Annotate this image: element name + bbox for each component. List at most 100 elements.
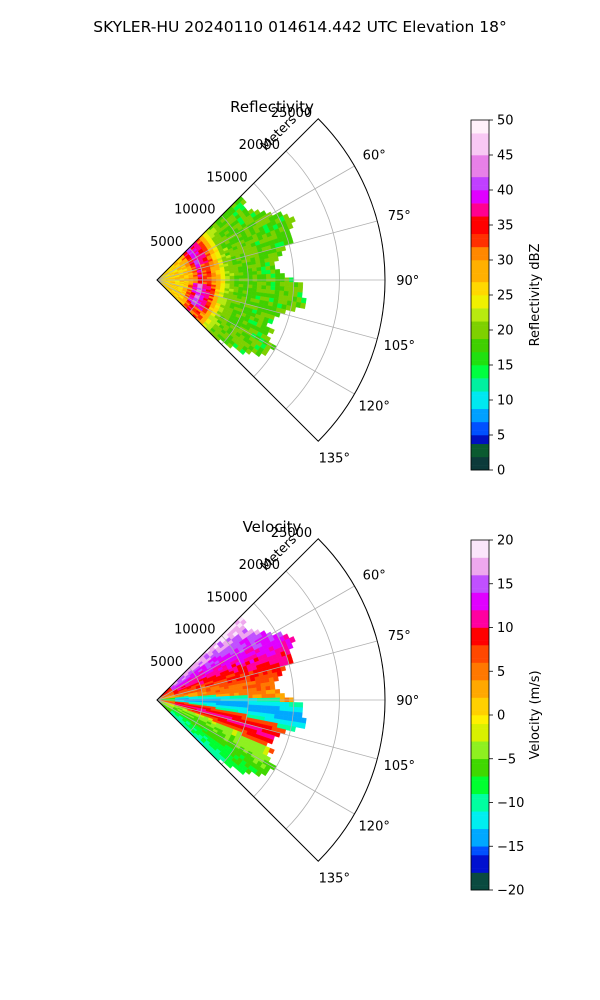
azimuth-tick-label: 105° — [384, 339, 415, 354]
colorbar-segment — [471, 631, 489, 637]
radar-bin — [239, 768, 246, 776]
colorbar-segment — [471, 260, 489, 265]
colorbar-segment — [471, 338, 489, 344]
colorbar-tick-label: 0 — [497, 464, 505, 479]
azimuth-gridline — [156, 165, 355, 281]
radar-bin — [268, 747, 275, 755]
colorbar-tick-label: 0 — [497, 709, 505, 724]
radar-bin — [252, 694, 258, 699]
colorbar-segment — [471, 566, 489, 571]
colorbar-segment — [471, 146, 489, 151]
radar-bin — [279, 706, 285, 712]
radar-bin — [255, 770, 262, 778]
colorbar-segment — [471, 653, 489, 659]
radar-bin — [256, 690, 262, 695]
radar-bin — [256, 694, 263, 699]
colorbar-segment — [471, 561, 489, 567]
azimuth-gridline — [156, 279, 378, 340]
colorbar-segment — [471, 190, 489, 195]
radar-bin — [288, 706, 294, 713]
radar-bin — [255, 350, 262, 358]
radar-bin — [261, 285, 267, 290]
radar-bin — [265, 285, 272, 291]
colorbar-segment — [471, 273, 489, 278]
radar-bin — [225, 695, 231, 700]
colorbar-tick-label: 30 — [497, 254, 514, 269]
colorbar-segment — [471, 386, 489, 392]
radar-bin — [247, 688, 253, 693]
radar-bin — [261, 281, 267, 286]
colorbar-segment — [471, 570, 489, 576]
colorbar-segment — [471, 242, 489, 248]
colorbar-segment — [471, 640, 489, 646]
radar-bin — [247, 691, 253, 696]
radar-bin — [270, 269, 276, 275]
radar-bin — [293, 702, 299, 708]
radar-bin — [284, 282, 290, 288]
radar-bin — [234, 692, 240, 697]
colorbar-segment — [471, 360, 489, 366]
colorbar-segment — [471, 373, 489, 379]
colorbar-segment — [471, 579, 489, 585]
radar-bin — [202, 697, 208, 700]
radar-bin — [270, 693, 276, 699]
azimuth-tick-label: 135° — [319, 871, 350, 886]
radar-bin — [269, 289, 276, 295]
colorbar-tick-label: −15 — [497, 840, 524, 855]
velocity-colorbar-label: Velocity (m/s) — [528, 670, 543, 759]
colorbar-segment — [471, 540, 489, 545]
colorbar-segment — [471, 780, 489, 786]
radar-bin — [297, 282, 304, 288]
colorbar-segment — [471, 863, 489, 869]
radar-bin — [247, 694, 253, 699]
radar-bin — [279, 701, 285, 707]
radar-bin — [211, 696, 217, 700]
azimuth-gridline — [156, 220, 378, 281]
radar-bin — [226, 762, 233, 769]
range-tick-label: 20000 — [239, 558, 280, 573]
azimuth-tick-label: 135° — [319, 451, 350, 466]
radar-bin — [274, 285, 281, 291]
radar-bin — [278, 710, 285, 716]
colorbar-segment — [471, 220, 489, 226]
reflectivity-colorbar-label: Reflectivity dBZ — [528, 244, 543, 347]
radar-bin — [283, 710, 289, 717]
azimuth-tick-label: 75° — [388, 629, 411, 644]
colorbar-segment — [471, 281, 489, 287]
colorbar-segment — [471, 303, 489, 309]
radar-bin — [252, 271, 258, 276]
colorbar-segment — [471, 211, 489, 217]
colorbar-segment — [471, 688, 489, 694]
colorbar-segment — [471, 137, 489, 143]
colorbar-segment — [471, 627, 489, 633]
radar-bin — [297, 292, 303, 299]
radar-bin — [260, 266, 267, 272]
colorbar-segment — [471, 194, 489, 200]
radar-bin — [252, 281, 258, 286]
colorbar-tick-label: 15 — [497, 359, 514, 374]
radar-bin — [300, 302, 306, 309]
radar-bin — [270, 273, 276, 279]
radar-bin — [270, 701, 276, 707]
colorbar-segment — [471, 680, 489, 685]
colorbar-segment — [471, 343, 489, 348]
radar-bin — [261, 701, 267, 706]
range-tick-label: 20000 — [239, 138, 280, 153]
reflectivity-colorbar: 0 5 10 15 20 25 30 35 40 45 50 — [470, 114, 514, 479]
colorbar-segment — [471, 382, 489, 388]
colorbar-segment — [471, 596, 489, 602]
radar-bin — [283, 290, 289, 297]
radar-bin — [268, 327, 275, 335]
radar-bin — [288, 286, 294, 293]
radar-bin — [261, 705, 267, 710]
radar-bin — [256, 701, 263, 706]
azimuth-tick-label: 60° — [363, 149, 386, 164]
radar-bin — [240, 618, 247, 626]
colorbar-segment — [471, 395, 489, 401]
colorbar-tick-label: 10 — [497, 394, 514, 409]
range-tick-label: 5000 — [150, 235, 183, 250]
radar-bin — [265, 689, 272, 695]
colorbar-segment — [471, 439, 489, 445]
colorbar-segment — [471, 207, 489, 213]
